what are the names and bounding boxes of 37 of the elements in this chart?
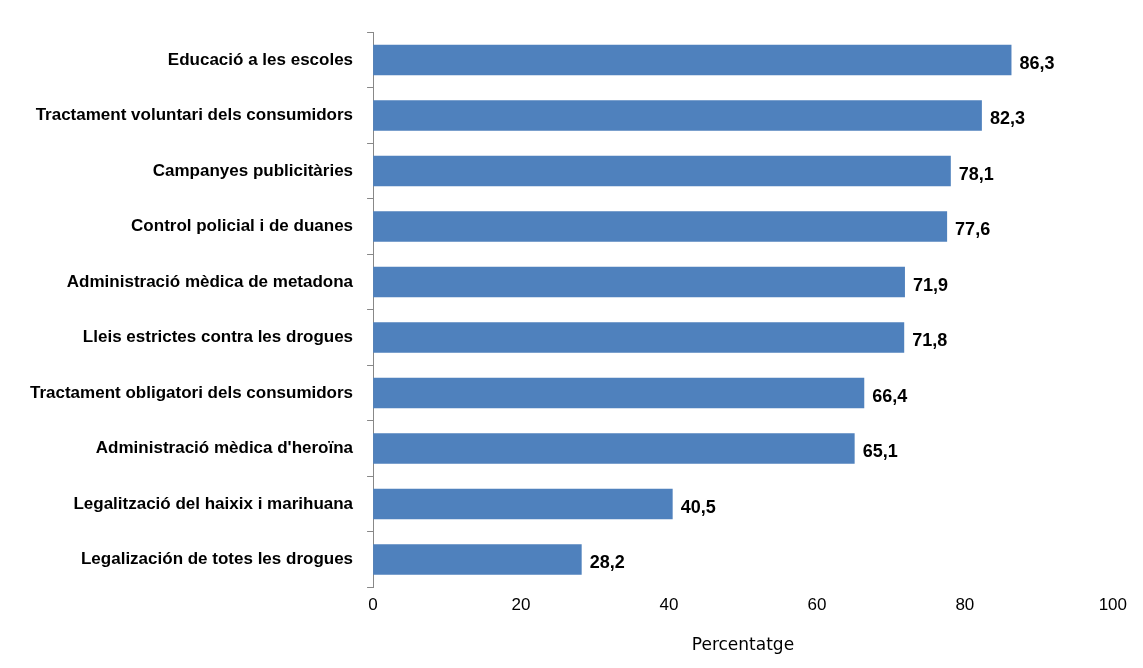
y-tick-label: Control policial i de duanes xyxy=(131,216,354,236)
bar xyxy=(373,266,905,298)
bar xyxy=(373,211,948,242)
data-label: 66,4 xyxy=(872,385,908,406)
bar xyxy=(373,544,582,575)
y-tick-label: Lleis estrictes contra les drogues xyxy=(82,327,354,347)
bar xyxy=(373,433,855,464)
data-label: 71,9 xyxy=(912,274,948,295)
y-tick-label: Administració mèdica d'heroïna xyxy=(95,438,354,458)
bar xyxy=(373,377,865,409)
data-label: 86,3 xyxy=(1019,52,1055,73)
x-tick-label: 0 xyxy=(368,595,378,615)
y-tick-label: Legalització del haixix i marihuana xyxy=(73,493,354,513)
y-tick-label: Educació a les escoles xyxy=(167,49,354,69)
y-tick-label: Tractament voluntari dels consumidors xyxy=(35,105,354,125)
data-label: 71,8 xyxy=(912,330,948,351)
data-label: 78,1 xyxy=(958,163,994,184)
y-tick-label: Tractament obligatori dels consumidors xyxy=(29,382,354,402)
data-label: 77,6 xyxy=(955,219,991,240)
bar xyxy=(373,488,673,520)
data-label: 28,2 xyxy=(589,552,625,573)
x-tick-label: 80 xyxy=(955,595,975,615)
y-tick-label: Legalización de totes les drogues xyxy=(80,549,354,569)
x-tick-label: 40 xyxy=(659,595,679,615)
x-axis-title: Percentatge xyxy=(691,634,795,655)
y-tick-label: Administració mèdica de metadona xyxy=(66,271,354,291)
bar xyxy=(373,44,1012,76)
bar xyxy=(373,100,982,131)
x-tick-label: 60 xyxy=(807,595,827,615)
bar xyxy=(373,322,905,353)
y-tick-label: Campanyes publicitàries xyxy=(152,160,354,180)
data-label: 82,3 xyxy=(989,108,1025,129)
bar xyxy=(373,155,951,187)
data-label: 65,1 xyxy=(862,441,898,462)
x-tick-label: 20 xyxy=(511,595,531,615)
x-tick-label: 100 xyxy=(1098,595,1128,615)
data-label: 40,5 xyxy=(680,496,716,517)
